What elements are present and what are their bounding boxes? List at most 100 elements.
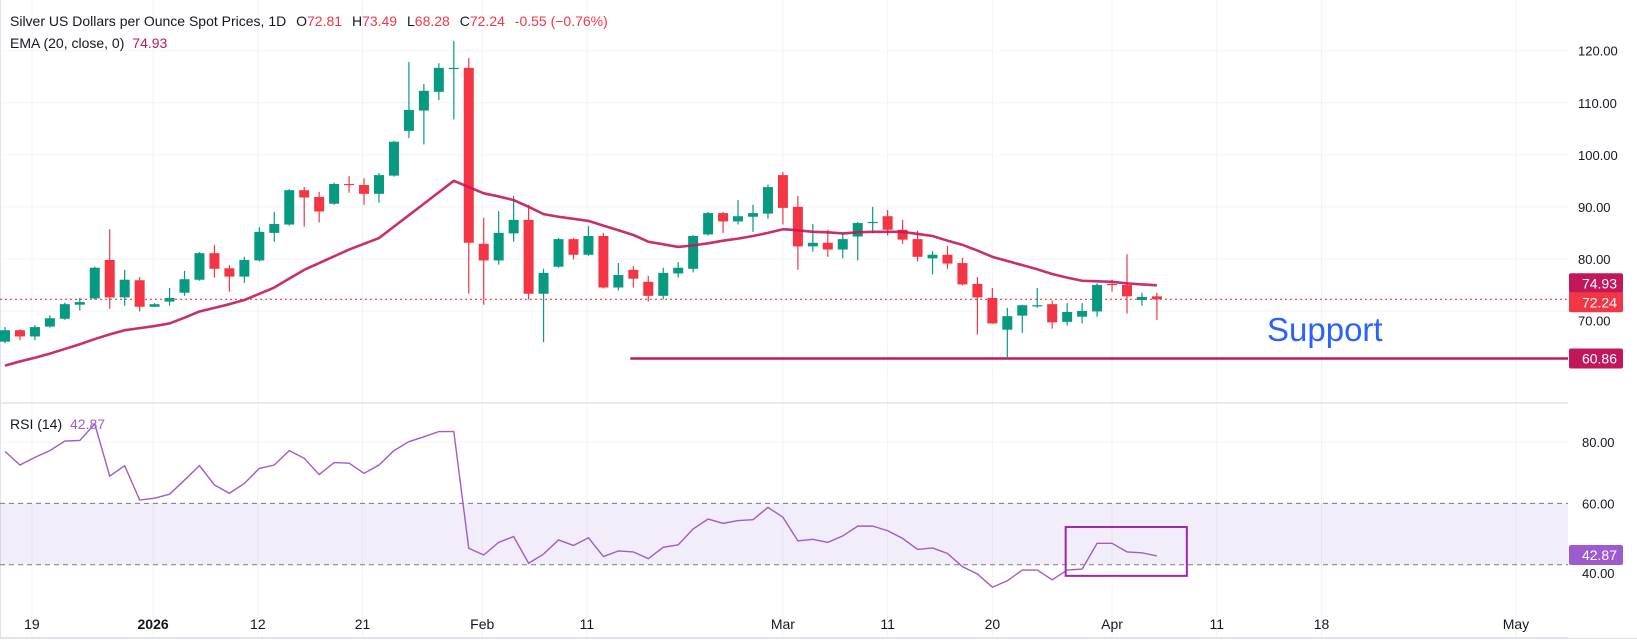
time-tick-label: 21 [355, 616, 371, 632]
time-tick-label: May [1503, 616, 1529, 632]
candle-body [89, 267, 100, 299]
candle [239, 256, 250, 283]
open-label: O [296, 13, 307, 29]
candle [269, 212, 280, 242]
candle [748, 204, 758, 232]
rsi-tick-label: 60.00 [1582, 496, 1615, 511]
candle [822, 229, 833, 257]
candle-body [688, 235, 699, 269]
candle [224, 265, 235, 292]
candle-body [748, 213, 758, 217]
candle-body [418, 90, 429, 111]
candle [314, 191, 325, 223]
time-tick-label: 19 [24, 616, 40, 632]
candle-body [1107, 283, 1118, 286]
candle-body [403, 110, 414, 131]
candle-body [972, 283, 983, 298]
rsi-band-fill [0, 503, 1568, 565]
ema-legend[interactable]: EMA (20, close, 0) 74.93 [10, 35, 168, 51]
candle-body [568, 239, 579, 255]
time-tick-label: Feb [470, 616, 494, 632]
candle-body [149, 304, 160, 307]
price-axis[interactable] [1568, 0, 1637, 638]
candle-body [299, 190, 310, 198]
candle-body [733, 216, 744, 222]
rsi-tick-label: 80.00 [1582, 435, 1615, 450]
candle [762, 184, 773, 219]
candle-body [673, 267, 684, 274]
candle [344, 176, 355, 193]
candle [583, 226, 594, 256]
candle-body [1047, 304, 1058, 323]
low-value: 68.28 [415, 13, 450, 29]
candle-body [1077, 310, 1088, 317]
candle-body [718, 213, 729, 222]
candle-body [1062, 311, 1073, 322]
candle [0, 327, 10, 344]
candle [299, 187, 310, 227]
candle-body [344, 183, 355, 186]
ema-label: EMA (20, close, 0) [10, 35, 124, 51]
candle [643, 276, 654, 302]
time-tick-label: 20 [985, 616, 1001, 632]
candle-body [957, 263, 968, 285]
time-tick-label: 11 [1209, 616, 1224, 632]
candle-body [822, 242, 833, 250]
candle-body [1151, 296, 1162, 300]
support-price-tag: 60.86 [1569, 348, 1623, 369]
candle-body [553, 239, 564, 267]
candle [508, 195, 519, 242]
candle-body [14, 330, 25, 337]
candle-body [703, 213, 714, 235]
chart-legend[interactable]: Silver US Dollars per Ounce Spot Prices,… [10, 13, 608, 29]
candle [658, 267, 669, 300]
high-value: 73.49 [362, 13, 397, 29]
rsi-highlight-box[interactable] [1064, 526, 1188, 577]
rsi-axis-ticks: 80.00 60.00 40.00 [1582, 435, 1615, 581]
rsi-legend[interactable]: RSI (14) 42.87 [10, 416, 105, 432]
candle-body [523, 219, 534, 294]
candle [972, 277, 983, 335]
support-annotation[interactable]: Support [1267, 311, 1383, 348]
candle [329, 182, 340, 205]
candle-body [598, 235, 609, 288]
candle [284, 189, 295, 226]
candle-body [239, 259, 250, 277]
candle [553, 238, 564, 268]
candle-body [643, 281, 654, 296]
candle-body [777, 175, 788, 208]
low-label: L [407, 13, 415, 29]
ema-value: 74.93 [132, 35, 167, 51]
candle [448, 40, 459, 120]
ema-tag-text: 74.93 [1582, 275, 1617, 291]
candle-body [792, 206, 803, 247]
candle-body [658, 272, 669, 296]
change-value: -0.55 (−0.76%) [515, 13, 608, 29]
time-tick-label: 2026 [138, 616, 169, 632]
candle [463, 57, 474, 294]
candle [134, 277, 145, 312]
candle-body [613, 275, 624, 288]
candle [1136, 292, 1147, 306]
candle [912, 230, 923, 262]
candle-body [254, 231, 265, 261]
candle-body [448, 67, 459, 70]
candle-body [59, 304, 70, 319]
candle-body [314, 196, 325, 212]
candle [927, 251, 938, 275]
candle [1017, 304, 1028, 333]
candle [359, 178, 370, 205]
candle-body [463, 67, 474, 243]
candle-body [164, 297, 175, 302]
candle-body [897, 229, 908, 240]
candle [1151, 292, 1162, 320]
candle [688, 234, 699, 273]
candle [538, 268, 549, 343]
candle [777, 171, 788, 225]
candle-body [433, 67, 444, 92]
open-value: 72.81 [307, 13, 342, 29]
last-price-tag: 72.24 [1569, 292, 1623, 313]
rsi-label: RSI (14) [10, 416, 62, 432]
